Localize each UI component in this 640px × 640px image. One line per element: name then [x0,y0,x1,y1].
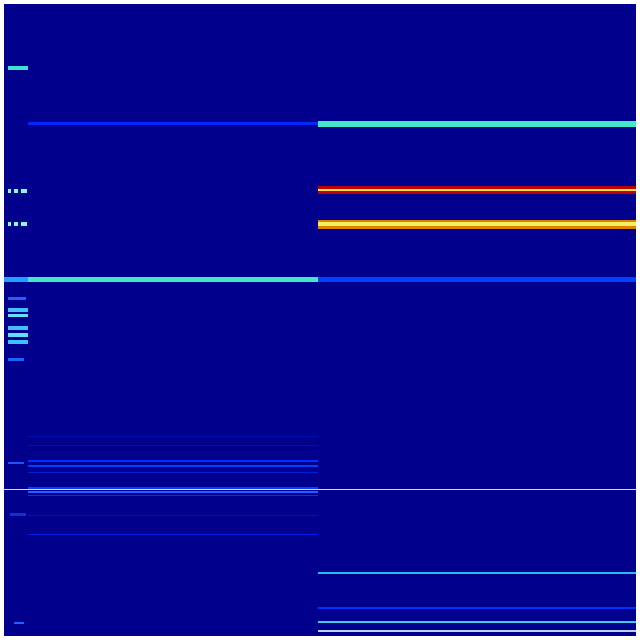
band [8,66,28,70]
band [28,436,318,437]
band [28,495,318,496]
band [8,297,26,300]
band [10,513,26,516]
band [8,340,28,344]
band [14,189,18,193]
band [318,189,636,191]
band [21,222,27,226]
band [28,487,318,489]
band [14,222,18,226]
band [318,630,636,632]
band [28,491,318,493]
band [28,534,318,535]
band [14,622,24,624]
band [8,314,28,317]
band [28,515,318,516]
band [28,445,318,446]
band [8,308,28,312]
band [318,572,636,574]
band [318,621,636,623]
band [8,462,24,464]
band [8,222,11,226]
band [318,121,636,127]
band [21,189,27,193]
band [318,607,636,609]
heatmap-background [4,4,636,636]
band [4,489,636,490]
band [28,122,318,125]
band [4,277,28,282]
band [8,333,28,337]
band [8,189,11,193]
band [318,222,636,226]
band [28,277,318,282]
band [28,472,318,473]
band [28,460,318,462]
band [8,358,24,361]
band [318,277,636,282]
band [8,326,28,330]
band [28,465,318,467]
